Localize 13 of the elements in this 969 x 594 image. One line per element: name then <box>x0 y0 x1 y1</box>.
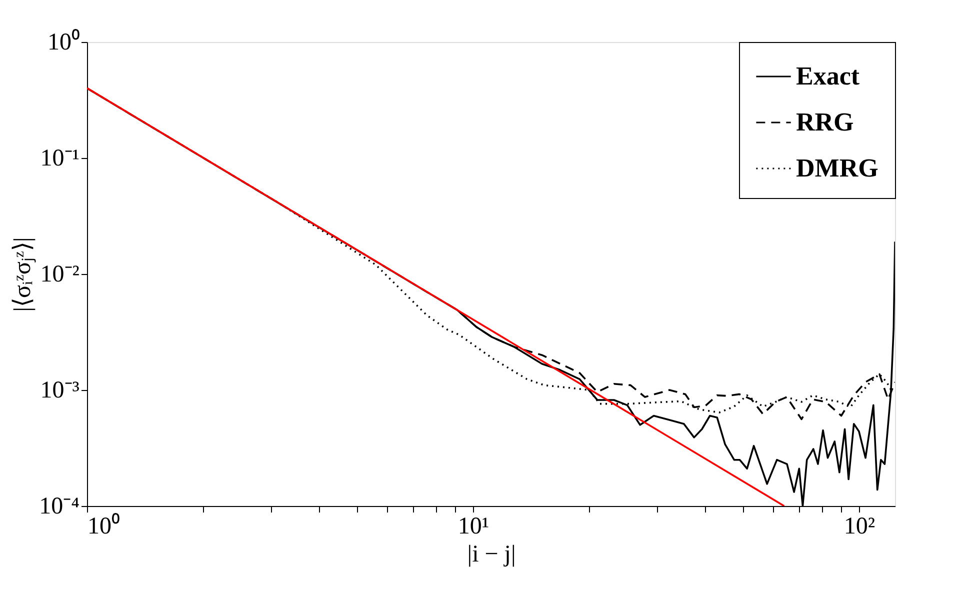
y-tick-label: 10⁻² <box>40 262 80 288</box>
y-axis-title: |⟨σᵢᶻσⱼᶻ⟩| <box>10 237 36 312</box>
legend-label: Exact <box>796 62 860 90</box>
y-tick-label: 10⁻³ <box>40 378 80 404</box>
y-tick-label: 10⁻⁴ <box>39 494 80 520</box>
x-tick-label: 10⁰ <box>88 512 120 540</box>
y-tick-label: 10⁰ <box>48 28 80 56</box>
x-axis-title: |i − j| <box>467 542 516 568</box>
x-tick-label: 10¹ <box>458 514 490 540</box>
legend-label: RRG <box>796 108 854 136</box>
x-tick-label: 10² <box>844 514 876 540</box>
y-tick-label: 10⁻¹ <box>40 146 80 172</box>
legend-label: DMRG <box>796 154 878 182</box>
